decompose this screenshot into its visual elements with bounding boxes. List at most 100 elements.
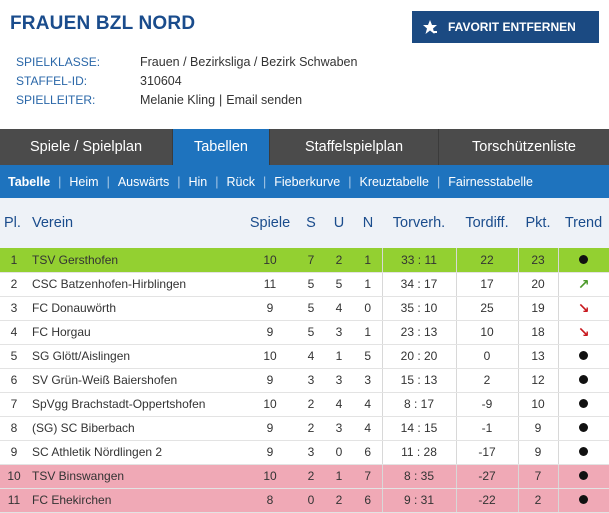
trend-down-arrow-icon: ↘ bbox=[577, 323, 590, 340]
trend-steady-dot-icon bbox=[579, 447, 589, 456]
cell-torverhaeltnis: 15 : 13 bbox=[381, 368, 457, 393]
tab-torschuetzenliste[interactable]: Torschützenliste bbox=[472, 139, 576, 155]
meta-value: Frauen / Bezirksliga / Bezirk Schwaben bbox=[140, 55, 358, 69]
table-row: 1 TSV Gersthofen 10 7 2 1 33 : 11 22 23 bbox=[0, 248, 609, 273]
cell-siege: 5 bbox=[298, 320, 324, 345]
table-row: 10 TSV Binswangen 10 2 1 7 8 : 35 -27 7 bbox=[0, 464, 609, 489]
cell-torverhaeltnis: 35 : 10 bbox=[381, 296, 457, 321]
cell-trend bbox=[558, 440, 609, 465]
header-punkte: Pkt. bbox=[518, 198, 558, 248]
spielleiter-name: Melanie Kling bbox=[140, 93, 216, 107]
trend-steady-dot-icon bbox=[579, 351, 589, 360]
cell-spiele: 8 bbox=[242, 488, 298, 513]
subtab-auswaerts[interactable]: Auswärts bbox=[117, 174, 170, 189]
standings-body: 1 TSV Gersthofen 10 7 2 1 33 : 11 22 23 2 CSC Batz… bbox=[0, 248, 609, 513]
subtab-separator: | bbox=[215, 174, 219, 189]
cell-platz: 10 bbox=[0, 464, 28, 489]
tab-spielplan[interactable]: Spiele / Spielplan bbox=[0, 129, 173, 165]
subtab-rueck[interactable]: Rück bbox=[226, 174, 255, 189]
cell-siege: 3 bbox=[298, 440, 324, 465]
cell-spiele: 9 bbox=[242, 320, 298, 345]
cell-unentschieden: 2 bbox=[324, 488, 354, 513]
remove-favorite-button[interactable]: FAVORIT ENTFERNEN bbox=[412, 11, 599, 43]
cell-verein[interactable]: SV Grün-Weiß Baiershofen bbox=[28, 368, 242, 393]
subtab-hin[interactable]: Hin bbox=[188, 174, 208, 189]
cell-siege: 4 bbox=[298, 344, 324, 369]
table-row: 5 SG Glött/Aislingen 10 4 1 5 20 : 20 0 13 bbox=[0, 344, 609, 369]
cell-platz: 2 bbox=[0, 272, 28, 297]
cell-punkte: 23 bbox=[517, 248, 559, 273]
table-row: 9 SC Athletik Nördlingen 2 9 3 0 6 11 : 28 -17 9 bbox=[0, 440, 609, 465]
cell-tordifferenz: -9 bbox=[456, 392, 518, 417]
trend-steady-dot-icon bbox=[579, 471, 589, 480]
cell-siege: 5 bbox=[298, 272, 324, 297]
page-title: FRAUEN BZL NORD bbox=[10, 13, 196, 34]
cell-tordifferenz: 2 bbox=[456, 368, 518, 393]
cell-verein[interactable]: CSC Batzenhofen-Hirblingen bbox=[28, 272, 242, 297]
cell-niederlagen: 7 bbox=[354, 464, 382, 489]
cell-torverhaeltnis: 11 : 28 bbox=[381, 440, 457, 465]
cell-niederlagen: 5 bbox=[354, 344, 382, 369]
cell-tordifferenz: 25 bbox=[456, 296, 518, 321]
cell-tordifferenz: 22 bbox=[456, 248, 518, 273]
cell-verein[interactable]: FC Horgau bbox=[28, 320, 242, 345]
subtab-separator: | bbox=[177, 174, 181, 189]
cell-spiele: 9 bbox=[242, 440, 298, 465]
meta-row-spielleiter: SPIELLEITER: Melanie Kling | Email senden bbox=[16, 93, 357, 112]
cell-verein[interactable]: (SG) SC Biberbach bbox=[28, 416, 242, 441]
table-row: 7 SpVgg Brachstadt-Oppertshofen 10 2 4 4 8 : 1… bbox=[0, 392, 609, 417]
subtab-kreuztabelle[interactable]: Kreuztabelle bbox=[359, 174, 429, 189]
cell-niederlagen: 4 bbox=[354, 416, 382, 441]
cell-unentschieden: 4 bbox=[324, 296, 354, 321]
trend-steady-dot-icon bbox=[579, 495, 589, 504]
cell-verein[interactable]: SpVgg Brachstadt-Oppertshofen bbox=[28, 392, 242, 417]
header-verein: Verein bbox=[28, 198, 242, 248]
cell-verein[interactable]: FC Donauwörth bbox=[28, 296, 242, 321]
cell-torverhaeltnis: 20 : 20 bbox=[381, 344, 457, 369]
header-tordifferenz: Tordiff. bbox=[456, 198, 518, 248]
cell-tordifferenz: 10 bbox=[456, 320, 518, 345]
subtab-fairnesstabelle[interactable]: Fairnesstabelle bbox=[448, 174, 533, 189]
cell-niederlagen: 1 bbox=[354, 320, 382, 345]
subtab-fieberkurve[interactable]: Fieberkurve bbox=[274, 174, 341, 189]
cell-verein[interactable]: SC Athletik Nördlingen 2 bbox=[28, 440, 242, 465]
tab-tabellen[interactable]: Tabellen bbox=[173, 129, 270, 165]
cell-platz: 6 bbox=[0, 368, 28, 393]
cell-unentschieden: 1 bbox=[324, 344, 354, 369]
header-trend: Trend bbox=[558, 198, 609, 248]
subtab-separator: | bbox=[106, 174, 110, 189]
cell-verein[interactable]: TSV Gersthofen bbox=[28, 248, 242, 273]
cell-torverhaeltnis: 23 : 13 bbox=[381, 320, 457, 345]
subtab-heim[interactable]: Heim bbox=[69, 174, 99, 189]
cell-spiele: 9 bbox=[242, 416, 298, 441]
standings-table: Pl. Verein Spiele S U N Torverh. Tordiff… bbox=[0, 198, 609, 513]
cell-unentschieden: 3 bbox=[324, 416, 354, 441]
tab-staffelspielplan[interactable]: Staffelspielplan bbox=[270, 129, 439, 165]
separator: | bbox=[219, 93, 223, 107]
main-tabs: Spiele / Spielplan Tabellen Staffelspiel… bbox=[0, 129, 609, 165]
email-link[interactable]: Email senden bbox=[226, 93, 303, 107]
meta-row-staffel-id: STAFFEL-ID: 310604 bbox=[16, 74, 357, 93]
cell-siege: 2 bbox=[298, 416, 324, 441]
cell-torverhaeltnis: 14 : 15 bbox=[381, 416, 457, 441]
trend-steady-dot-icon bbox=[579, 254, 589, 264]
cell-punkte: 19 bbox=[517, 296, 559, 321]
cell-verein[interactable]: TSV Binswangen bbox=[28, 464, 242, 489]
table-header-row: Pl. Verein Spiele S U N Torverh. Tordiff… bbox=[0, 198, 609, 248]
subtab-tabelle[interactable]: Tabelle bbox=[8, 174, 51, 189]
header-torverhaeltnis: Torverh. bbox=[382, 198, 456, 248]
table-row: 11 FC Ehekirchen 8 0 2 6 9 : 31 -22 2 bbox=[0, 488, 609, 513]
cell-torverhaeltnis: 8 : 17 bbox=[381, 392, 457, 417]
cell-platz: 3 bbox=[0, 296, 28, 321]
cell-platz: 5 bbox=[0, 344, 28, 369]
cell-tordifferenz: -22 bbox=[456, 488, 518, 513]
cell-spiele: 9 bbox=[242, 296, 298, 321]
trend-steady-dot-icon bbox=[579, 399, 589, 408]
cell-trend: ↘ bbox=[558, 296, 609, 321]
cell-punkte: 20 bbox=[517, 272, 559, 297]
league-header: FRAUEN BZL NORD FAVORIT ENTFERNEN SPIELK… bbox=[0, 0, 609, 120]
cell-verein[interactable]: FC Ehekirchen bbox=[28, 488, 242, 513]
star-icon bbox=[422, 19, 438, 35]
cell-platz: 9 bbox=[0, 440, 28, 465]
cell-verein[interactable]: SG Glött/Aislingen bbox=[28, 344, 242, 369]
